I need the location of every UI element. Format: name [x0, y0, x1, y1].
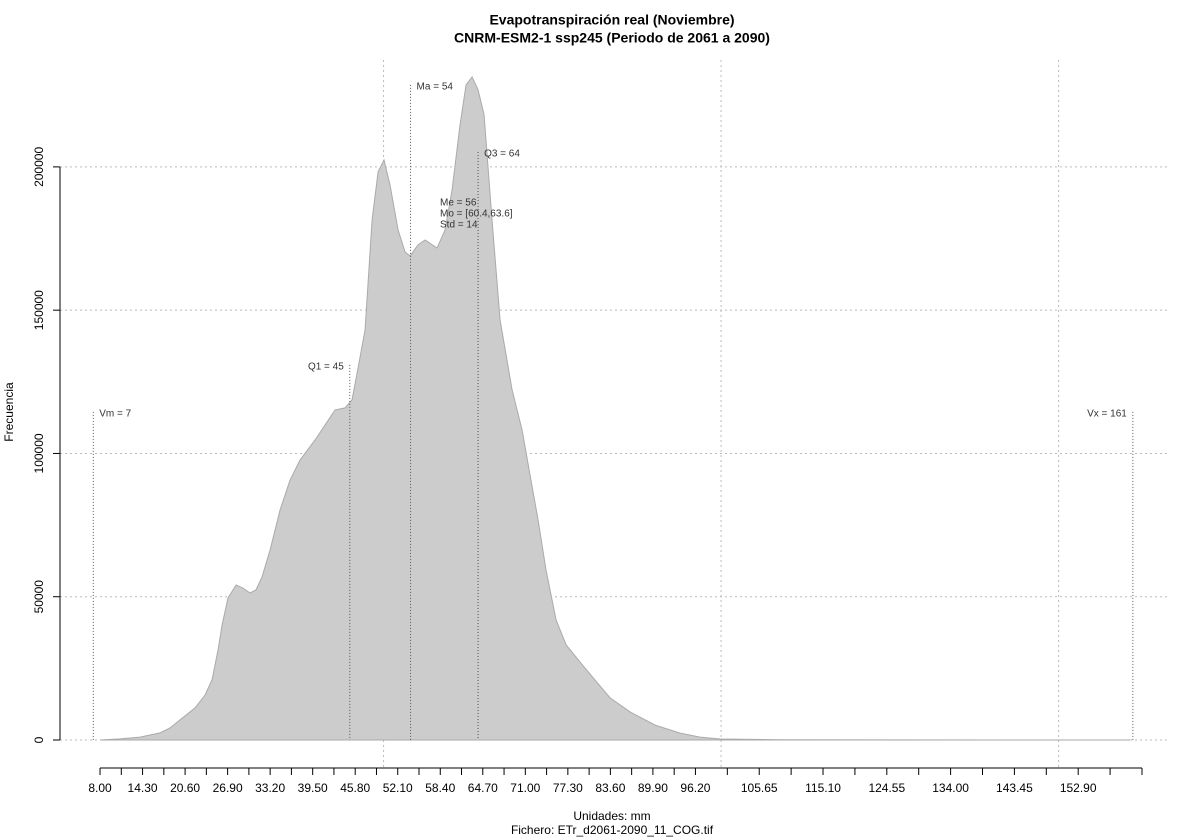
chart-title: Evapotranspiración real (Noviembre) [489, 12, 734, 28]
x-axis-label: Unidades: mm [573, 809, 650, 823]
x-tick-label: 64.70 [468, 781, 498, 795]
x-tick-label: 124.55 [868, 781, 905, 795]
x-tick-label: 83.60 [595, 781, 625, 795]
y-tick-label: 100000 [32, 433, 46, 473]
stat-label: Std = 14 [440, 220, 478, 231]
x-tick-label: 71.00 [510, 781, 540, 795]
x-tick-label: 89.90 [638, 781, 668, 795]
annotation-label: Q1 = 45 [308, 362, 344, 373]
x-tick-label: 77.30 [553, 781, 583, 795]
caption: Fichero: ETr_d2061-2090_11_COG.tif [511, 823, 714, 837]
x-tick-label: 39.50 [298, 781, 328, 795]
x-tick-label: 8.00 [88, 781, 112, 795]
x-tick-label: 45.80 [340, 781, 370, 795]
annotation-label: Q3 = 64 [484, 149, 520, 160]
y-tick-label: 0 [32, 736, 46, 743]
x-tick-label: 14.30 [128, 781, 158, 795]
stat-label: Mo = [60.4,63.6] [440, 209, 513, 220]
x-tick-label: 52.10 [383, 781, 413, 795]
x-tick-label: 26.90 [213, 781, 243, 795]
x-tick-label: 20.60 [170, 781, 200, 795]
x-tick-label: 58.40 [425, 781, 455, 795]
y-tick-label: 150000 [32, 290, 46, 330]
x-tick-label: 105.65 [741, 781, 778, 795]
chart-subtitle: CNRM-ESM2-1 ssp245 (Periodo de 2061 a 20… [454, 30, 770, 46]
x-tick-label: 152.90 [1060, 781, 1097, 795]
x-tick-label: 143.45 [996, 781, 1033, 795]
annotation-label: Ma = 54 [417, 82, 454, 93]
area [100, 75, 1131, 741]
x-tick-label: 134.00 [932, 781, 969, 795]
y-axis-label: Frecuencia [2, 382, 16, 442]
x-tick-label: 96.20 [680, 781, 710, 795]
stat-label: Me = 56 [440, 198, 477, 209]
annotation-label: Vm = 7 [99, 409, 131, 420]
y-tick-label: 50000 [32, 580, 46, 614]
x-tick-label: 33.20 [255, 781, 285, 795]
x-tick-label: 115.10 [805, 781, 841, 795]
annotation-label: Vx = 161 [1087, 409, 1127, 420]
y-tick-label: 200000 [32, 147, 46, 187]
